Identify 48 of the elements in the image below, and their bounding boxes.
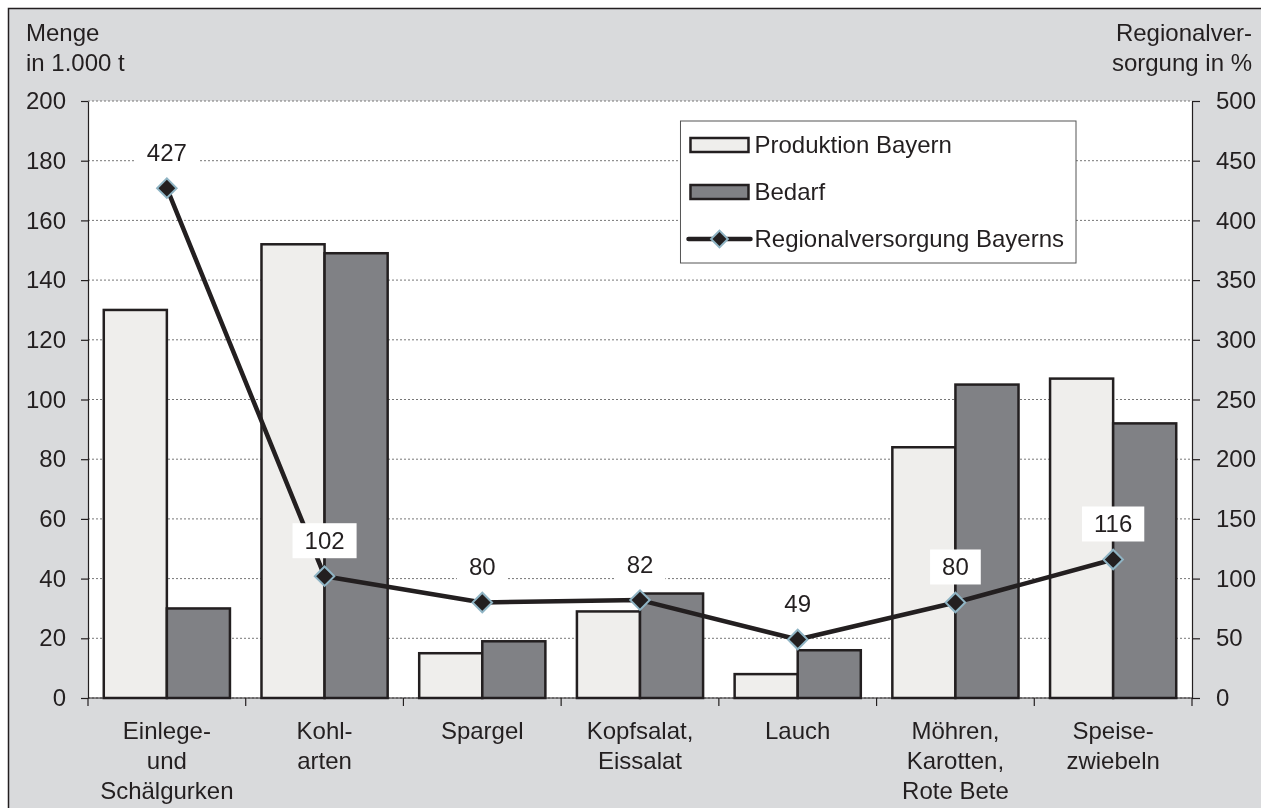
y-tick-label: 180 [25, 146, 66, 174]
data-label: 80 [942, 553, 969, 581]
point [944, 591, 967, 614]
legend-label: Produktion Bayern [754, 131, 952, 158]
x-tick-label: Möhren, Karotten, Rote Bete [902, 717, 1009, 804]
x-tick-label: Einlege- und Schälgurken [100, 717, 234, 804]
y-tick-label: 140 [25, 266, 66, 294]
y2-axis-title: Regionalver- sorgung in % [1111, 19, 1252, 76]
point [156, 177, 178, 199]
x-tick-label: Speise- zwiebeln [1066, 717, 1160, 774]
y2-tick-label: 250 [1216, 385, 1257, 413]
y-tick-label: 200 [25, 87, 66, 115]
data-label: 427 [146, 139, 187, 167]
y-axis-title: Menge in 1.000 t [26, 19, 126, 76]
data-label: 102 [304, 527, 345, 555]
data-label: 116 [1094, 510, 1133, 538]
x-tick-label: Spargel [440, 717, 524, 744]
y-tick-label: 100 [25, 385, 66, 413]
y2-tick-label: 150 [1216, 505, 1257, 533]
point [313, 565, 336, 587]
y2-tick-label: 500 [1216, 87, 1257, 115]
y2-tick-label: 400 [1216, 206, 1257, 234]
y-tick-label: 160 [25, 206, 66, 234]
y-tick-label: 20 [39, 624, 66, 652]
x-tick-label: Kopfsalat, Eissalat [586, 717, 694, 774]
legend-label: Bedarf [754, 178, 826, 205]
x-tick-label: Lauch [765, 717, 831, 744]
legend-label: Regionalversorgung Bayerns [754, 225, 1064, 252]
y-tick-label: 120 [25, 325, 66, 353]
y2-tick-label: 350 [1216, 266, 1257, 294]
y2-tick-label: 50 [1216, 624, 1243, 652]
y-tick-label: 60 [39, 505, 66, 533]
x-tick-label: Kohl- arten [296, 717, 353, 774]
y2-tick-label: 450 [1216, 146, 1257, 174]
point [1102, 548, 1124, 571]
y-tick-label: 80 [39, 445, 66, 473]
point [471, 591, 494, 614]
data-label: 80 [468, 553, 496, 581]
data-label: 49 [784, 590, 812, 618]
point [786, 628, 809, 651]
y2-tick-label: 200 [1216, 445, 1257, 473]
y2-tick-label: 0 [1216, 684, 1230, 712]
y-tick-label: 0 [52, 684, 66, 712]
y2-tick-label: 100 [1216, 564, 1257, 592]
y2-tick-label: 300 [1216, 325, 1257, 353]
y-tick-label: 40 [39, 564, 66, 592]
point [629, 589, 651, 611]
data-label: 82 [626, 551, 654, 579]
